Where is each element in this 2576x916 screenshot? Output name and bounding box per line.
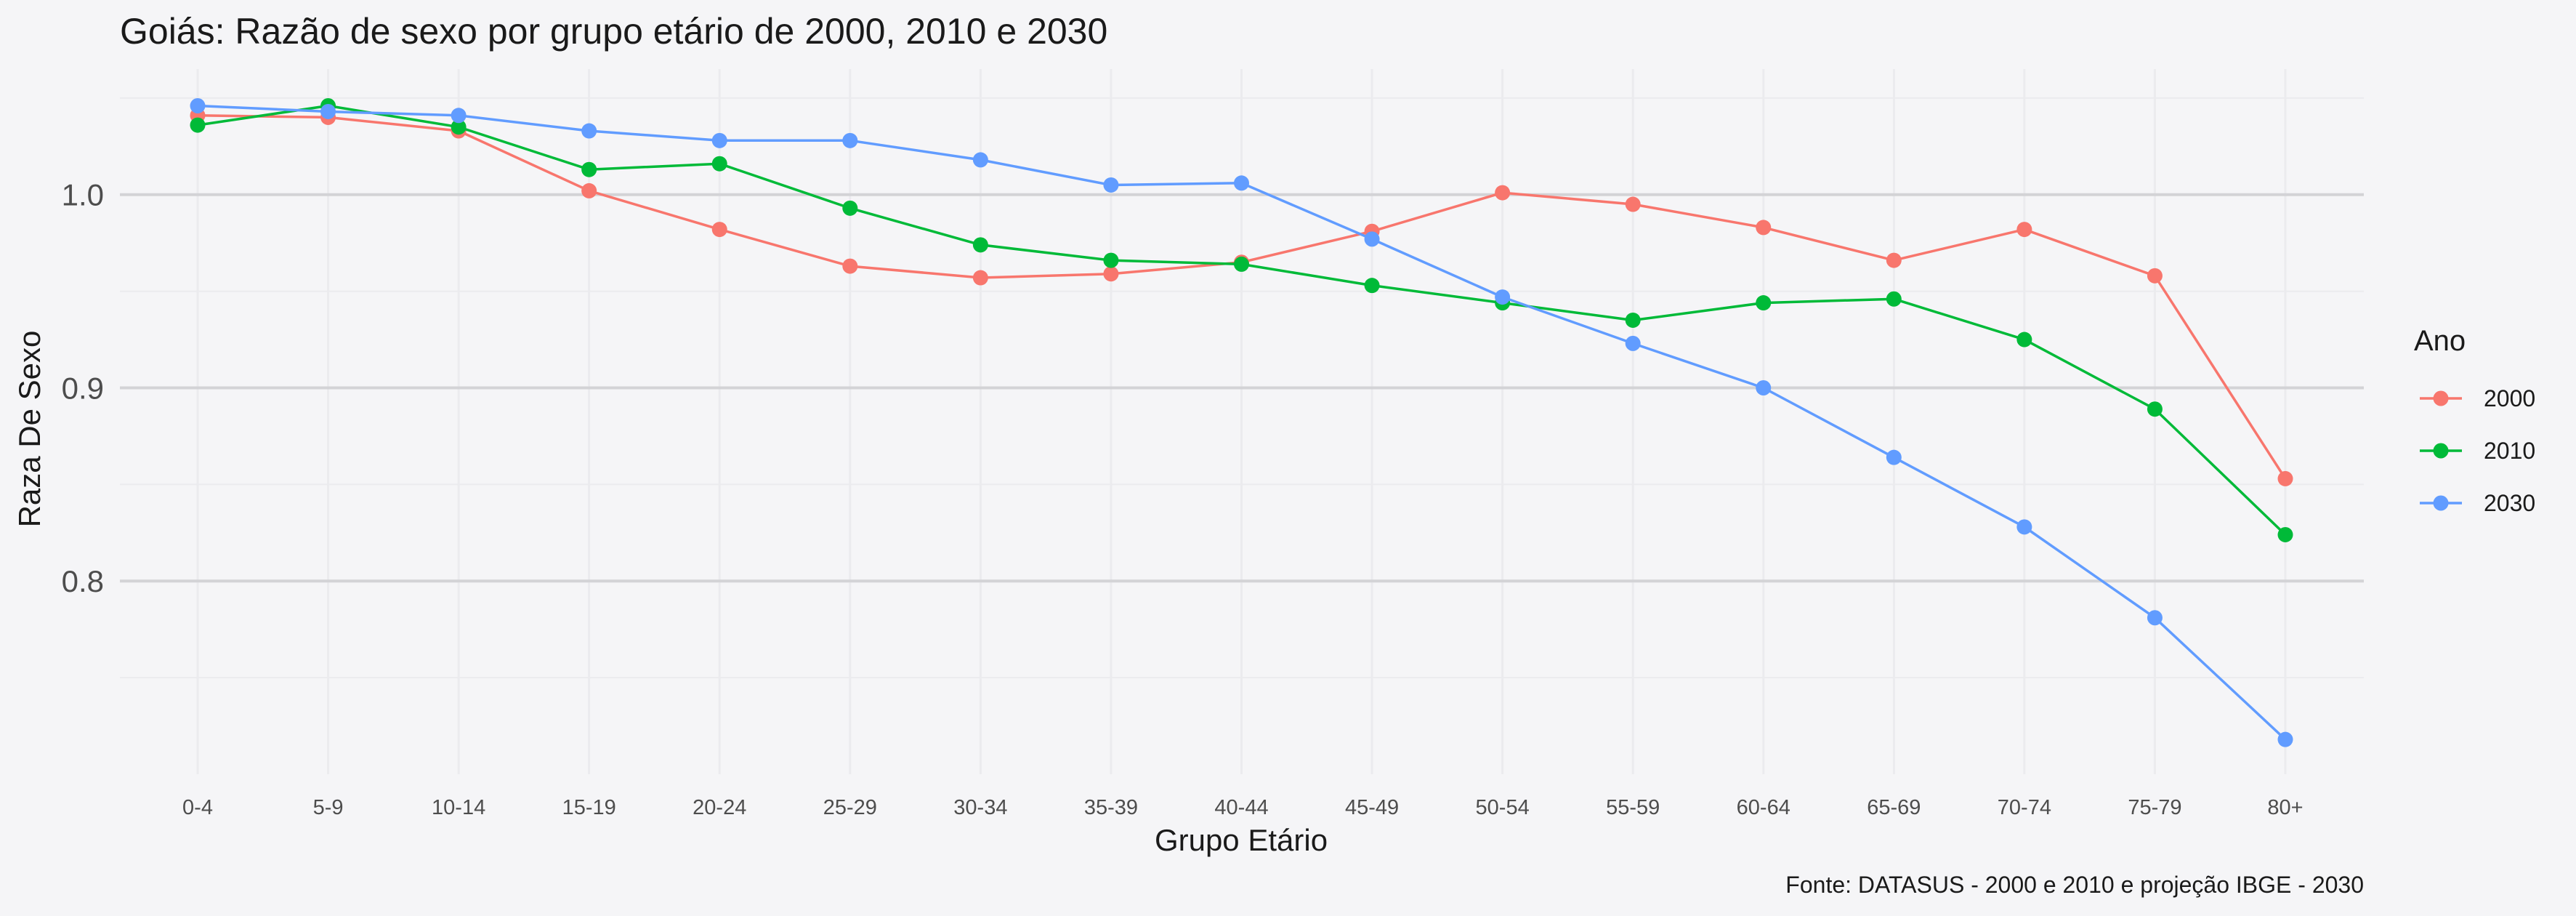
legend-label: 2000 xyxy=(2484,385,2535,411)
data-point xyxy=(2016,332,2032,347)
x-tick-label: 80+ xyxy=(2267,796,2303,819)
data-point xyxy=(1756,379,1772,395)
x-tick-label: 40-44 xyxy=(1214,796,1268,819)
x-tick-label: 50-54 xyxy=(1476,796,1530,819)
data-point xyxy=(581,182,597,198)
data-point xyxy=(2277,731,2293,747)
x-tick-label: 65-69 xyxy=(1867,796,1921,819)
data-point xyxy=(1103,177,1119,193)
legend-key-point xyxy=(2433,443,2449,459)
data-point xyxy=(190,117,206,133)
data-point xyxy=(1495,185,1511,201)
data-point xyxy=(972,270,988,286)
x-tick-label: 35-39 xyxy=(1084,796,1138,819)
legend-item-2010: 2010 xyxy=(2420,438,2535,464)
x-tick-label: 15-19 xyxy=(562,796,616,819)
data-point xyxy=(842,132,858,148)
legend-item-2000: 2000 xyxy=(2420,385,2535,411)
data-point xyxy=(2277,526,2293,542)
plot-grid xyxy=(120,69,2364,774)
data-point xyxy=(2147,268,2163,284)
x-tick-label: 20-24 xyxy=(693,796,746,819)
data-point xyxy=(2277,470,2293,486)
data-point xyxy=(1625,335,1641,351)
data-point xyxy=(842,258,858,274)
data-point xyxy=(842,200,858,216)
legend-title: Ano xyxy=(2414,325,2466,357)
legend-key-point xyxy=(2433,495,2449,511)
x-tick-label: 45-49 xyxy=(1345,796,1399,819)
data-point xyxy=(2016,222,2032,238)
series-2030 xyxy=(190,97,2293,747)
data-point xyxy=(1234,256,1249,272)
data-point xyxy=(451,119,467,135)
x-tick-label: 10-14 xyxy=(432,796,485,819)
data-point xyxy=(1756,220,1772,236)
y-axis-title: Raza De Sexo xyxy=(12,331,47,528)
data-point xyxy=(1886,449,1902,465)
y-tick-label: 0.8 xyxy=(62,564,104,598)
legend-item-2030: 2030 xyxy=(2420,490,2535,516)
x-tick-label: 30-34 xyxy=(953,796,1007,819)
data-point xyxy=(2147,610,2163,626)
y-axis-ticks: 0.8 0.9 1.0 xyxy=(62,178,104,599)
data-point xyxy=(711,132,727,148)
data-point xyxy=(320,103,336,119)
data-point xyxy=(1495,289,1511,305)
x-tick-label: 5-9 xyxy=(313,796,344,819)
caption-source: Fonte: DATASUS - 2000 e 2010 e projeção … xyxy=(1785,872,2364,898)
data-point xyxy=(2147,401,2163,417)
data-point xyxy=(581,123,597,139)
x-axis-ticks: 0-4 5-9 10-14 15-19 20-24 25-29 30-34 35-39 40-4… xyxy=(182,796,2304,819)
x-tick-label: 60-64 xyxy=(1737,796,1790,819)
data-point xyxy=(1886,252,1902,268)
series-2010 xyxy=(190,97,2293,542)
x-tick-label: 55-59 xyxy=(1606,796,1660,819)
data-point xyxy=(1756,295,1772,311)
data-point xyxy=(1625,196,1641,212)
y-tick-label: 1.0 xyxy=(62,178,104,212)
data-point xyxy=(190,97,206,113)
series-layer xyxy=(190,97,2293,747)
data-point xyxy=(1364,231,1380,247)
data-point xyxy=(972,237,988,253)
chart-title: Goiás: Razão de sexo por grupo etário de… xyxy=(120,11,1107,52)
x-tick-label: 25-29 xyxy=(823,796,877,819)
data-point xyxy=(581,161,597,177)
data-point xyxy=(711,156,727,172)
y-tick-label: 0.9 xyxy=(62,371,104,405)
x-tick-label: 70-74 xyxy=(1998,796,2051,819)
data-point xyxy=(2016,519,2032,535)
data-point xyxy=(1886,291,1902,307)
x-tick-label: 0-4 xyxy=(182,796,213,819)
legend-label: 2030 xyxy=(2484,490,2535,516)
legend-key-point xyxy=(2433,390,2449,406)
x-axis-title: Grupo Etário xyxy=(1155,823,1328,857)
data-point xyxy=(711,222,727,238)
data-point xyxy=(1103,252,1119,268)
data-point xyxy=(1234,175,1249,191)
x-tick-label: 75-79 xyxy=(2128,796,2181,819)
data-point xyxy=(1364,278,1380,294)
data-point xyxy=(451,108,467,124)
data-point xyxy=(1625,312,1641,328)
legend-label: 2010 xyxy=(2484,438,2535,464)
data-point xyxy=(972,152,988,168)
legend: 2000 2010 2030 xyxy=(2420,385,2535,516)
data-point xyxy=(1103,266,1119,282)
